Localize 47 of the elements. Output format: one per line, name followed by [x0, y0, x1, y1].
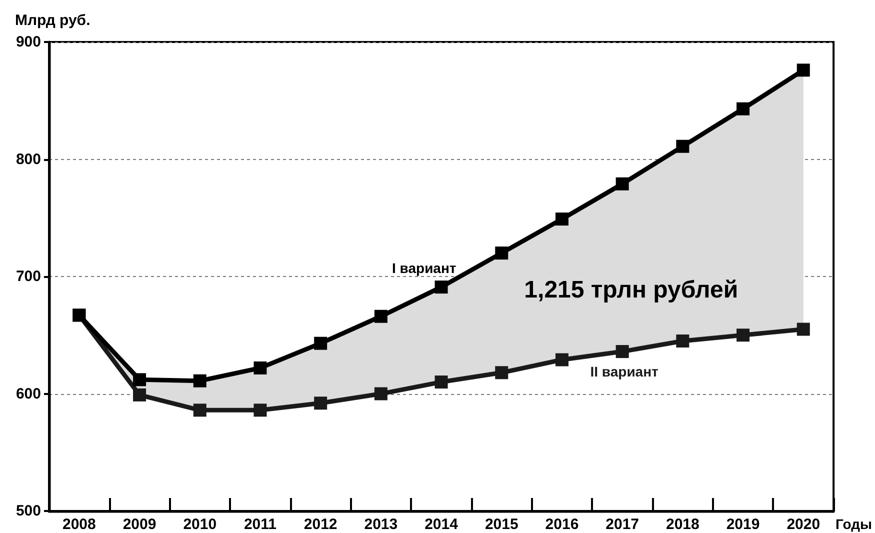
- point: [434, 280, 448, 294]
- x-axis-title: Годы: [836, 516, 872, 532]
- x-tick-label: 2011: [244, 516, 276, 533]
- point: [555, 212, 568, 226]
- x-tick-label: 2009: [122, 516, 156, 533]
- point: [495, 366, 508, 380]
- x-tick-label: 2019: [726, 516, 760, 533]
- x-tick-label: 2013: [364, 516, 398, 533]
- point: [736, 328, 750, 342]
- point: [796, 322, 810, 336]
- x-tick-label: 2016: [545, 516, 579, 533]
- series-label: I вариант: [392, 260, 456, 276]
- point: [193, 404, 206, 417]
- series-label: II вариант: [590, 364, 659, 380]
- point: [374, 387, 388, 400]
- point: [193, 374, 206, 388]
- y-tick-label: 600: [16, 385, 41, 402]
- point: [374, 310, 388, 323]
- x-tick-label: 2012: [304, 516, 338, 533]
- annotation: 1,215 трлн рублей: [524, 276, 738, 304]
- point: [736, 102, 750, 116]
- point: [616, 177, 629, 190]
- point: [133, 373, 146, 386]
- point: [555, 353, 568, 366]
- point: [314, 336, 328, 350]
- y-axis-title: Млрд руб.: [15, 12, 90, 29]
- point: [616, 345, 629, 358]
- point: [676, 334, 690, 348]
- x-tick-label: 2014: [424, 516, 459, 533]
- x-tick-label: 2010: [183, 516, 217, 533]
- y-tick-label: 800: [16, 150, 41, 168]
- point: [676, 140, 690, 153]
- point: [254, 404, 267, 417]
- y-tick-label: 700: [16, 268, 41, 285]
- y-tick-label: 500: [16, 502, 41, 520]
- point: [796, 64, 810, 77]
- y-tick-label: 900: [16, 34, 41, 50]
- point: [495, 246, 508, 260]
- x-tick-label: 2020: [786, 516, 820, 533]
- x-tick-label: 2008: [62, 516, 96, 533]
- point: [133, 388, 146, 402]
- point: [314, 396, 328, 410]
- x-tick-label: 2018: [666, 516, 700, 533]
- point: [434, 376, 448, 389]
- x-tick-label: 2015: [484, 516, 518, 533]
- x-tick-label: 2017: [606, 516, 640, 533]
- point: [254, 361, 267, 374]
